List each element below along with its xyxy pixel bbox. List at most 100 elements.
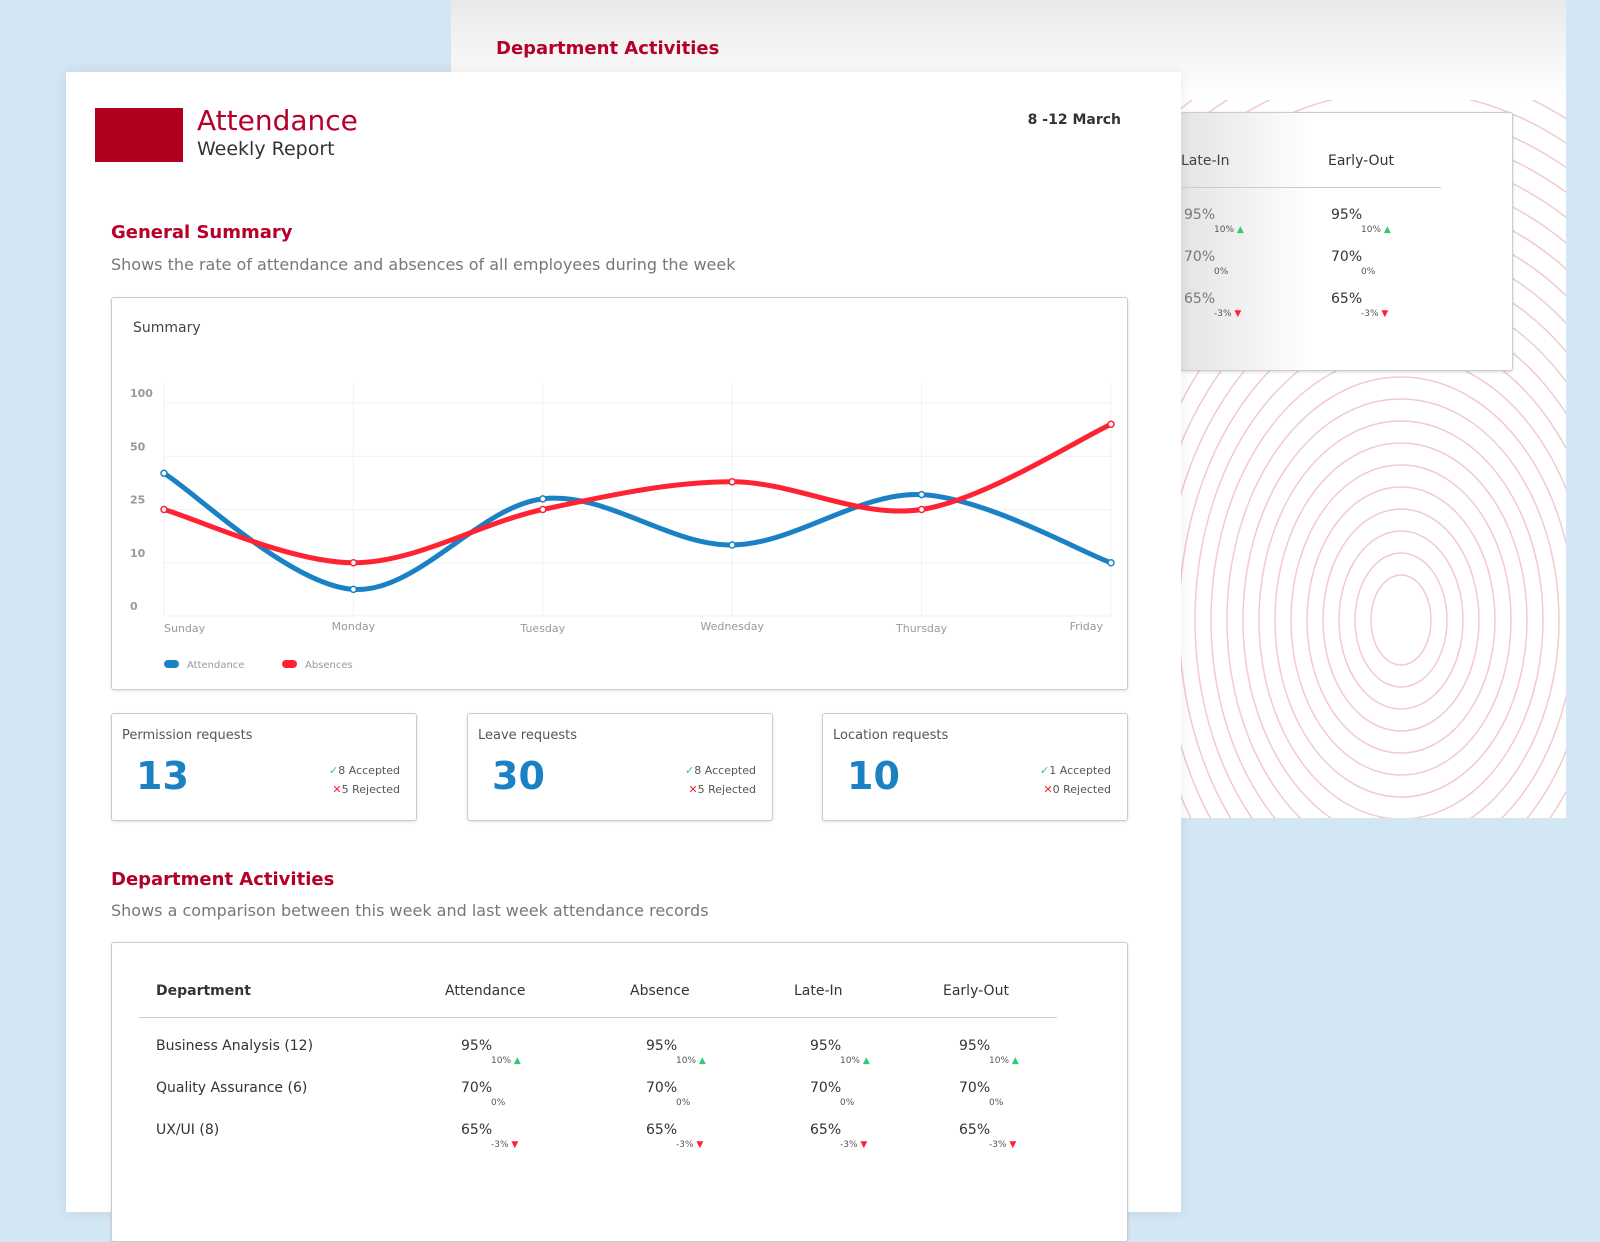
metric-value: 65%: [1331, 291, 1363, 307]
column-header: Attendance: [445, 983, 526, 999]
legend-label: Absences: [305, 660, 353, 671]
data-point: [539, 505, 547, 514]
request-title: Leave requests: [478, 728, 577, 743]
metric-cell: 95% 10% ▲: [1331, 207, 1391, 235]
metric-value: 65%: [959, 1122, 991, 1138]
column-header: Late-In: [1181, 153, 1230, 169]
metric-cell: 95% 10% ▲: [810, 1038, 870, 1066]
arrow-down-icon: ▼: [1234, 309, 1242, 319]
metric-cell: 70% 0%: [461, 1080, 505, 1108]
metric-value: 95%: [646, 1038, 678, 1054]
chart-title: Summary: [133, 320, 201, 336]
column-header: Late-In: [794, 983, 843, 999]
metric-delta: 10%: [491, 1056, 512, 1066]
column-header: Department: [156, 983, 251, 999]
x-tick-label: Friday: [1070, 620, 1104, 633]
data-point: [1107, 559, 1115, 567]
accepted-count: 8 Accepted: [694, 764, 756, 777]
department-table: Department Attendance Absence Late-In Early-…: [111, 942, 1128, 1242]
series-line-absences: [161, 421, 1114, 566]
data-point: [1107, 420, 1115, 429]
metric-value: 70%: [461, 1080, 493, 1096]
arrow-down-icon: ▼: [860, 1140, 868, 1150]
metric-value: 70%: [959, 1080, 991, 1096]
data-point: [160, 505, 168, 514]
accepted-count: 8 Accepted: [338, 764, 400, 777]
arrow-down-icon: ▼: [1381, 309, 1389, 319]
arrow-down-icon: ▼: [696, 1140, 704, 1150]
data-point: [349, 559, 358, 567]
metric-delta: 10%: [1214, 225, 1235, 235]
metric-cell: 65% -3% ▼: [646, 1122, 703, 1150]
fingerprint-ridge: [1370, 574, 1432, 666]
metric-cell: 70% 0%: [646, 1080, 690, 1108]
data-point: [539, 495, 547, 503]
arrow-down-icon: ▼: [1009, 1140, 1017, 1150]
x-tick-label: Monday: [332, 620, 376, 633]
check-icon: ✓: [1040, 764, 1050, 777]
arrow-up-icon: ▲: [1383, 225, 1391, 235]
cross-icon: ✕: [688, 783, 698, 796]
metric-delta: -3%: [989, 1140, 1007, 1150]
rejected-count: 0 Rejected: [1052, 783, 1111, 796]
request-card: Leave requests 30 ✓8 Accepted ✕5 Rejecte…: [467, 713, 773, 821]
arrow-down-icon: ▼: [511, 1140, 519, 1150]
legend-label: Attendance: [187, 660, 244, 671]
section-title-summary: General Summary: [111, 222, 293, 243]
metric-cell: 70% 0%: [1184, 249, 1228, 277]
metric-delta: -3%: [1361, 309, 1379, 319]
department-name: Business Analysis (12): [156, 1038, 314, 1054]
metric-delta: 10%: [1361, 225, 1382, 235]
fingerprint-ridge: [1354, 552, 1448, 688]
data-point: [728, 541, 736, 549]
accepted-count: 1 Accepted: [1049, 764, 1111, 777]
metric-delta: 0%: [491, 1098, 506, 1108]
section-description-summary: Shows the rate of attendance and absence…: [111, 255, 736, 274]
metric-value: 70%: [810, 1080, 842, 1096]
fingerprint-ridge: [1290, 464, 1512, 776]
metric-delta: 10%: [676, 1056, 697, 1066]
metric-cell: 65% -3% ▼: [1331, 291, 1388, 319]
department-name: UX/UI (8): [156, 1122, 220, 1138]
rejected-count: 5 Rejected: [697, 783, 756, 796]
metric-delta: 0%: [676, 1098, 691, 1108]
data-point: [349, 585, 358, 594]
request-count: 30: [492, 754, 545, 798]
metric-cell: 65% -3% ▼: [810, 1122, 867, 1150]
date-range: 8 -12 March: [1027, 112, 1121, 128]
fingerprint-ridge: [1306, 486, 1496, 754]
request-title: Permission requests: [122, 728, 253, 743]
back-section-title: Department Activities: [496, 38, 720, 59]
metric-delta: -3%: [491, 1140, 509, 1150]
metric-value: 70%: [1184, 249, 1216, 265]
metric-value: 65%: [646, 1122, 678, 1138]
report-page: Attendance Weekly Report 8 -12 March Gen…: [66, 72, 1181, 1242]
column-header: Early-Out: [1328, 153, 1394, 169]
fingerprint-ridge: [1242, 398, 1560, 818]
fingerprint-ridge: [1258, 420, 1544, 818]
x-tick-label: Tuesday: [519, 622, 565, 635]
divider: [1181, 187, 1441, 188]
y-tick-label: 10: [130, 547, 146, 560]
section-description-departments: Shows a comparison between this week and…: [111, 901, 709, 920]
check-icon: ✓: [329, 764, 339, 777]
fingerprint-ridge: [1178, 310, 1566, 818]
metric-delta: 0%: [840, 1098, 855, 1108]
rejected-count: 5 Rejected: [341, 783, 400, 796]
summary-chart-card: Summary 0 10 25 50 100 Sunday Monday Tuesday Wed…: [111, 297, 1128, 690]
cross-icon: ✕: [332, 783, 342, 796]
back-department-card: Late-In Early-Out 95% 10% ▲ 95% 10% ▲ 70% 0% 70…: [1180, 112, 1513, 371]
request-count: 13: [136, 754, 189, 798]
metric-value: 95%: [1184, 207, 1216, 223]
request-card: Location requests 10 ✓1 Accepted ✕0 Reje…: [822, 713, 1128, 821]
column-header: Absence: [630, 983, 690, 999]
arrow-up-icon: ▲: [513, 1056, 521, 1066]
metric-cell: 70% 0%: [959, 1080, 1003, 1108]
y-tick-label: 25: [130, 494, 145, 507]
metric-cell: 70% 0%: [1331, 249, 1375, 277]
check-icon: ✓: [685, 764, 695, 777]
metric-cell: 65% -3% ▼: [1184, 291, 1241, 319]
metric-delta: 10%: [840, 1056, 861, 1066]
legend-swatch: [282, 660, 297, 668]
metric-value: 95%: [461, 1038, 493, 1054]
